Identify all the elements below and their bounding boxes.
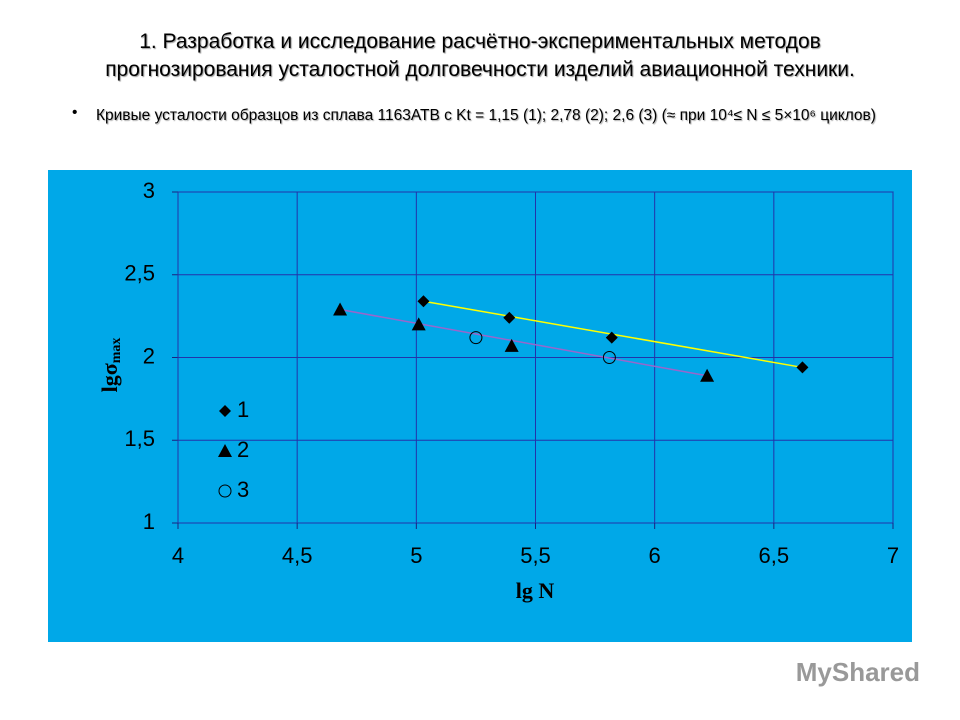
point (469, 331, 483, 345)
y-axis-label: lgσmax (97, 338, 124, 393)
y-axis-label-main: lgσ (97, 363, 122, 392)
legend-label: 3 (237, 477, 249, 502)
legend-label: 1 (237, 397, 249, 422)
title-line: 1. Разработка и исследование расчётно-эк… (139, 30, 821, 53)
x-tick-label: 6,5 (759, 543, 790, 568)
x-tick-label: 4 (172, 543, 184, 568)
y-tick-label: 1 (143, 509, 155, 534)
legend-label: 2 (237, 437, 249, 462)
point (796, 361, 809, 374)
trend-line (339, 308, 708, 377)
y-tick-label: 2 (143, 343, 155, 368)
point (602, 351, 616, 364)
y-axis-label-sub: max (109, 338, 124, 364)
x-axis-label: lg N (516, 578, 555, 603)
point (411, 317, 426, 331)
x-tick-label: 6 (649, 543, 661, 568)
legend-marker (219, 405, 231, 417)
point (700, 368, 715, 382)
point (417, 295, 430, 308)
legend-marker (218, 444, 232, 457)
point (333, 302, 348, 316)
bullet-text: Кривые усталости образцов из сплава 1163… (96, 107, 876, 124)
x-tick-label: 4,5 (282, 543, 313, 568)
y-tick-label: 2,5 (124, 261, 155, 286)
watermark: MyShared (796, 657, 920, 687)
x-tick-label: 7 (887, 543, 899, 568)
y-tick-label: 1,5 (124, 426, 155, 451)
x-tick-label: 5,5 (520, 543, 551, 568)
x-tick-label: 5 (410, 543, 422, 568)
legend-marker (218, 484, 232, 498)
point (503, 311, 516, 324)
point (504, 338, 519, 352)
title-line: прогнозирования усталостной долговечност… (105, 58, 855, 81)
point (605, 331, 618, 344)
y-tick-label: 3 (143, 178, 155, 203)
bullet-dot: • (72, 104, 78, 121)
